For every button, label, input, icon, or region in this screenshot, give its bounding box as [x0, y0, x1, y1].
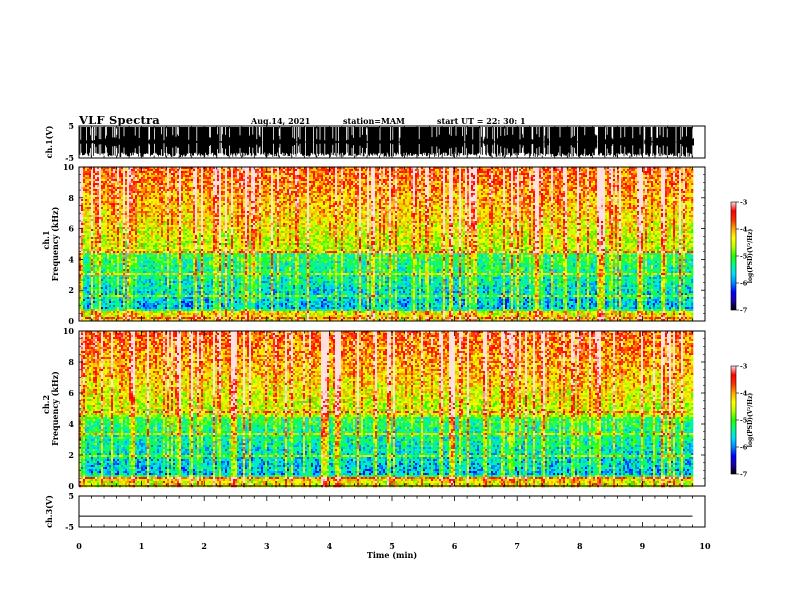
x-tick-label: 8 — [577, 541, 583, 551]
waveform-ch1-plot — [80, 127, 694, 157]
x-tick-label: 7 — [514, 541, 520, 551]
y-tick-label: 2 — [68, 285, 74, 295]
y-tick-label: 4 — [68, 419, 74, 429]
colorbars-layer: -3-4-5-6-7log(PSD)(V²/Hz)-3-4-5-6-7log(P… — [731, 199, 754, 479]
x-tick-label: 9 — [640, 541, 646, 551]
x-tick-label: 10 — [699, 541, 711, 551]
x-tick-label: 0 — [76, 541, 82, 551]
y-tick-label: 10 — [63, 162, 75, 172]
colorbar-1 — [731, 202, 736, 310]
y-tick-label: 10 — [63, 326, 75, 336]
y-tick-label: 5 — [68, 121, 74, 131]
colorbar-label: log(PSD)(V²/Hz) — [747, 229, 754, 284]
x-tick-label: 2 — [201, 541, 207, 551]
y-tick-label: 6 — [68, 388, 74, 398]
y-tick-label: 0 — [68, 481, 74, 491]
colorbar-tick-label: -3 — [740, 363, 748, 371]
y-axis-label: ch.3(V) — [44, 495, 54, 528]
y-tick-label: 4 — [68, 254, 74, 264]
x-tick-label: 1 — [139, 541, 145, 551]
y-tick-label: 8 — [68, 357, 74, 367]
x-axis-label: Time (min) — [367, 550, 417, 560]
colorbar-label: log(PSD)(V²/Hz) — [747, 393, 754, 448]
y-axis-label-frequency: Frequency (kHz) — [50, 371, 60, 446]
waveform-ch1-trace — [80, 127, 694, 157]
y-axis-label-frequency: Frequency (kHz) — [50, 206, 60, 281]
y-tick-label: -5 — [65, 522, 74, 532]
y-tick-label: 8 — [68, 193, 74, 203]
y-tick-label: 0 — [68, 316, 74, 326]
panels-layer — [79, 127, 694, 516]
y-axis-label: ch.1(V) — [44, 125, 54, 158]
colorbar-tick-label: -3 — [740, 199, 748, 207]
spectrogram-plot-ch2 — [79, 331, 693, 487]
y-tick-label: 2 — [68, 450, 74, 460]
x-tick-label: 4 — [327, 541, 333, 551]
x-tick-label: 6 — [452, 541, 458, 551]
y-tick-label: 5 — [68, 491, 74, 501]
spectrogram-plot-ch1 — [79, 167, 693, 321]
colorbar-2 — [731, 366, 736, 474]
colorbar-tick-label: -7 — [740, 471, 747, 479]
x-tick-label: 3 — [264, 541, 270, 551]
colorbar-tick-label: -7 — [740, 307, 747, 315]
y-tick-label: 6 — [68, 224, 74, 234]
